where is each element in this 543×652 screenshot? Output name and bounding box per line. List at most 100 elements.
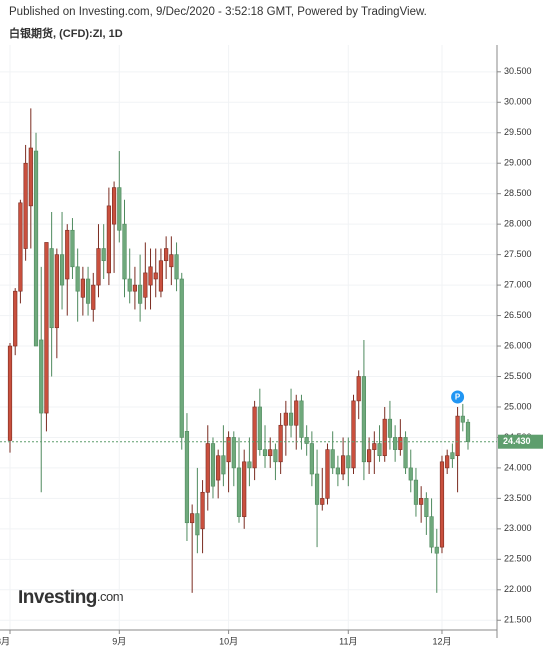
candle-body [398,437,403,450]
candle-body [403,437,408,469]
candle-body [117,187,122,231]
candle-body [460,415,465,423]
candle-body [70,229,75,268]
candle-body [367,449,372,463]
candle-body [80,278,85,298]
candle-body [262,449,268,457]
candle-body [356,376,361,402]
candle-body [231,437,236,469]
candle-body [455,415,460,457]
y-tick-label: 29.500 [504,127,532,137]
x-tick-label: 10月 [219,636,238,646]
y-tick-label: 26.500 [504,310,532,320]
candle-body [242,461,247,517]
y-tick-label: 22.000 [504,584,532,594]
x-tick-label: 11月 [339,636,357,646]
candle-body [7,345,13,441]
y-tick-label: 27.500 [504,249,532,259]
candle-body [28,147,33,207]
published-note: Published on Investing.com, 9/Dec/2020 -… [9,6,427,18]
candle-body [13,290,18,347]
candle-body [278,424,283,463]
last-price-label: 24.430 [503,436,531,446]
candle-body [143,272,148,298]
candle-body [429,516,434,548]
candle-body [216,455,221,481]
candle-body [346,455,351,469]
candle-body [226,437,231,463]
y-tick-label: 30.500 [504,66,532,76]
candle-body [304,437,309,444]
candle-body [340,455,346,475]
candle-body [122,223,127,280]
candle-body [210,443,216,487]
candle-body [221,455,226,475]
logo: Investing.com [18,587,123,608]
y-tick-label: 27.000 [504,279,532,289]
candle-body [59,254,65,286]
candle-body [179,278,184,438]
candle-body [169,254,174,268]
plot: 21.50022.00022.50023.00023.50024.00024.5… [0,45,543,646]
candle-body [153,272,158,280]
candle-body [190,513,195,524]
candle-body [309,443,314,475]
candle-body [127,278,132,292]
candle-body [247,461,252,469]
candle-body [101,248,106,262]
candle-body [23,162,28,249]
candle-body [184,431,190,524]
candle-body [465,421,471,443]
y-tick-label: 30.000 [504,97,532,107]
candle-body [252,406,257,469]
x-tick-label: 12月 [432,636,451,646]
candle-body [195,513,200,536]
candle-body [294,400,299,426]
candle-body [158,260,164,292]
candle-body [314,473,320,505]
candle-body [377,443,382,457]
candle-body [106,205,111,274]
candle-body [96,248,101,286]
candle-body [257,406,262,450]
event-marker-label: P [455,393,461,402]
candle-body [91,284,96,310]
candle-body [49,248,54,329]
candle-body [335,467,340,475]
candle-body [268,449,273,457]
symbol-title: 白银期货, (CFD):ZI, 1D [9,26,123,40]
logo-name: Investing [18,587,97,608]
candle-body [148,266,153,286]
candle-body [44,242,49,414]
x-tick-label: 8月 [0,636,10,646]
x-tick-label: 9月 [112,636,126,646]
y-tick-label: 25.500 [504,371,532,381]
candle-body [372,443,377,450]
candle-body [164,248,169,262]
y-tick-label: 25.000 [504,401,532,411]
candle-body [65,229,70,280]
candle-body [174,254,179,280]
candle-body [330,449,335,469]
candle-body [361,376,367,463]
y-tick-label: 23.500 [504,493,532,503]
y-tick-label: 22.500 [504,554,532,564]
y-tick-label: 28.500 [504,188,532,198]
candle-body [408,467,413,481]
candle-body [434,546,439,554]
y-tick-label: 29.000 [504,158,532,168]
candle-body [288,412,294,426]
candle-body [413,479,419,505]
candle-body [445,455,450,469]
candle-body [205,443,210,493]
candle-body [320,498,325,505]
candle-body [236,467,242,517]
candle-body [132,284,138,292]
candle-body [439,461,445,548]
event-marker [451,390,465,404]
candle-body [33,150,39,347]
candle-body [351,400,356,469]
y-tick-label: 21.500 [504,615,532,625]
last-price-box [498,434,543,449]
